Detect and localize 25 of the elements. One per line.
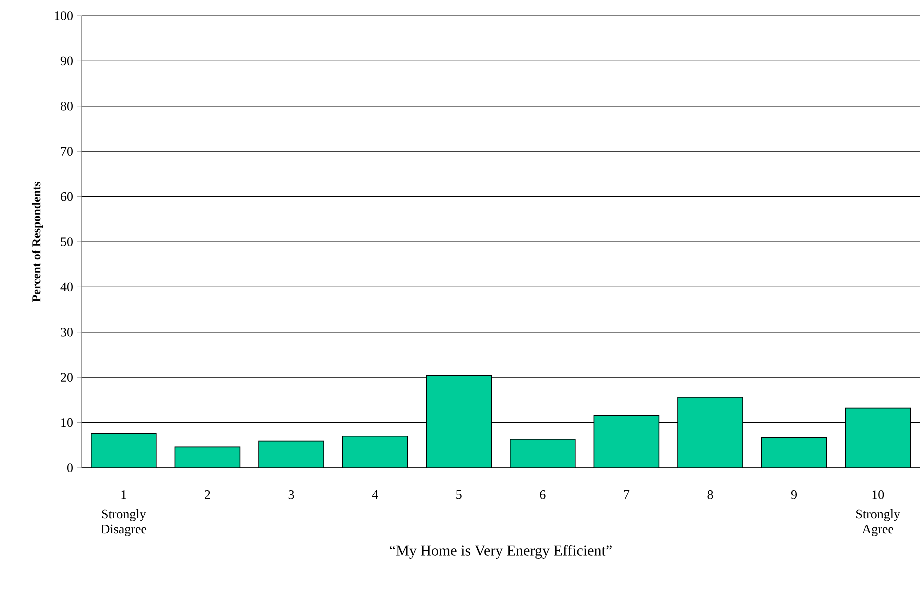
x-tick-label: 6 (540, 490, 546, 500)
x-tick-label: 1 (122, 490, 126, 500)
y-tick-label: 30 (61, 328, 73, 337)
x-tick-label: 10 (872, 490, 884, 500)
y-tick-label: 80 (60, 102, 73, 111)
x-tick-label: 9 (791, 490, 798, 500)
y-tick-label: 10 (62, 418, 73, 428)
x-tick-label: 4 (372, 490, 378, 500)
y-tick-label: 20 (61, 373, 73, 382)
x-tick-label: 3 (288, 490, 294, 500)
y-axis-title: Percent of Respondents (32, 182, 44, 302)
text: Strongly Disagree (101, 510, 147, 536)
x-tick-label: 8 (708, 490, 714, 500)
x-tick-label: 5 (456, 490, 462, 500)
y-tick-label: 70 (61, 147, 73, 156)
y-tick-label: 60 (61, 192, 73, 202)
x-tick-label: 7 (624, 490, 630, 500)
y-tick-label: 90 (60, 56, 73, 66)
text: Strongly Agree (856, 510, 900, 536)
y-tick-label: 40 (60, 282, 73, 292)
x-tick-label: 2 (205, 490, 210, 500)
y-tick-label: 100 (55, 12, 73, 20)
y-tick-label: 0 (67, 464, 73, 472)
x-axis-title: “My Home is Very Energy Efficient” (390, 545, 612, 559)
y-tick-label: 50 (61, 238, 73, 246)
